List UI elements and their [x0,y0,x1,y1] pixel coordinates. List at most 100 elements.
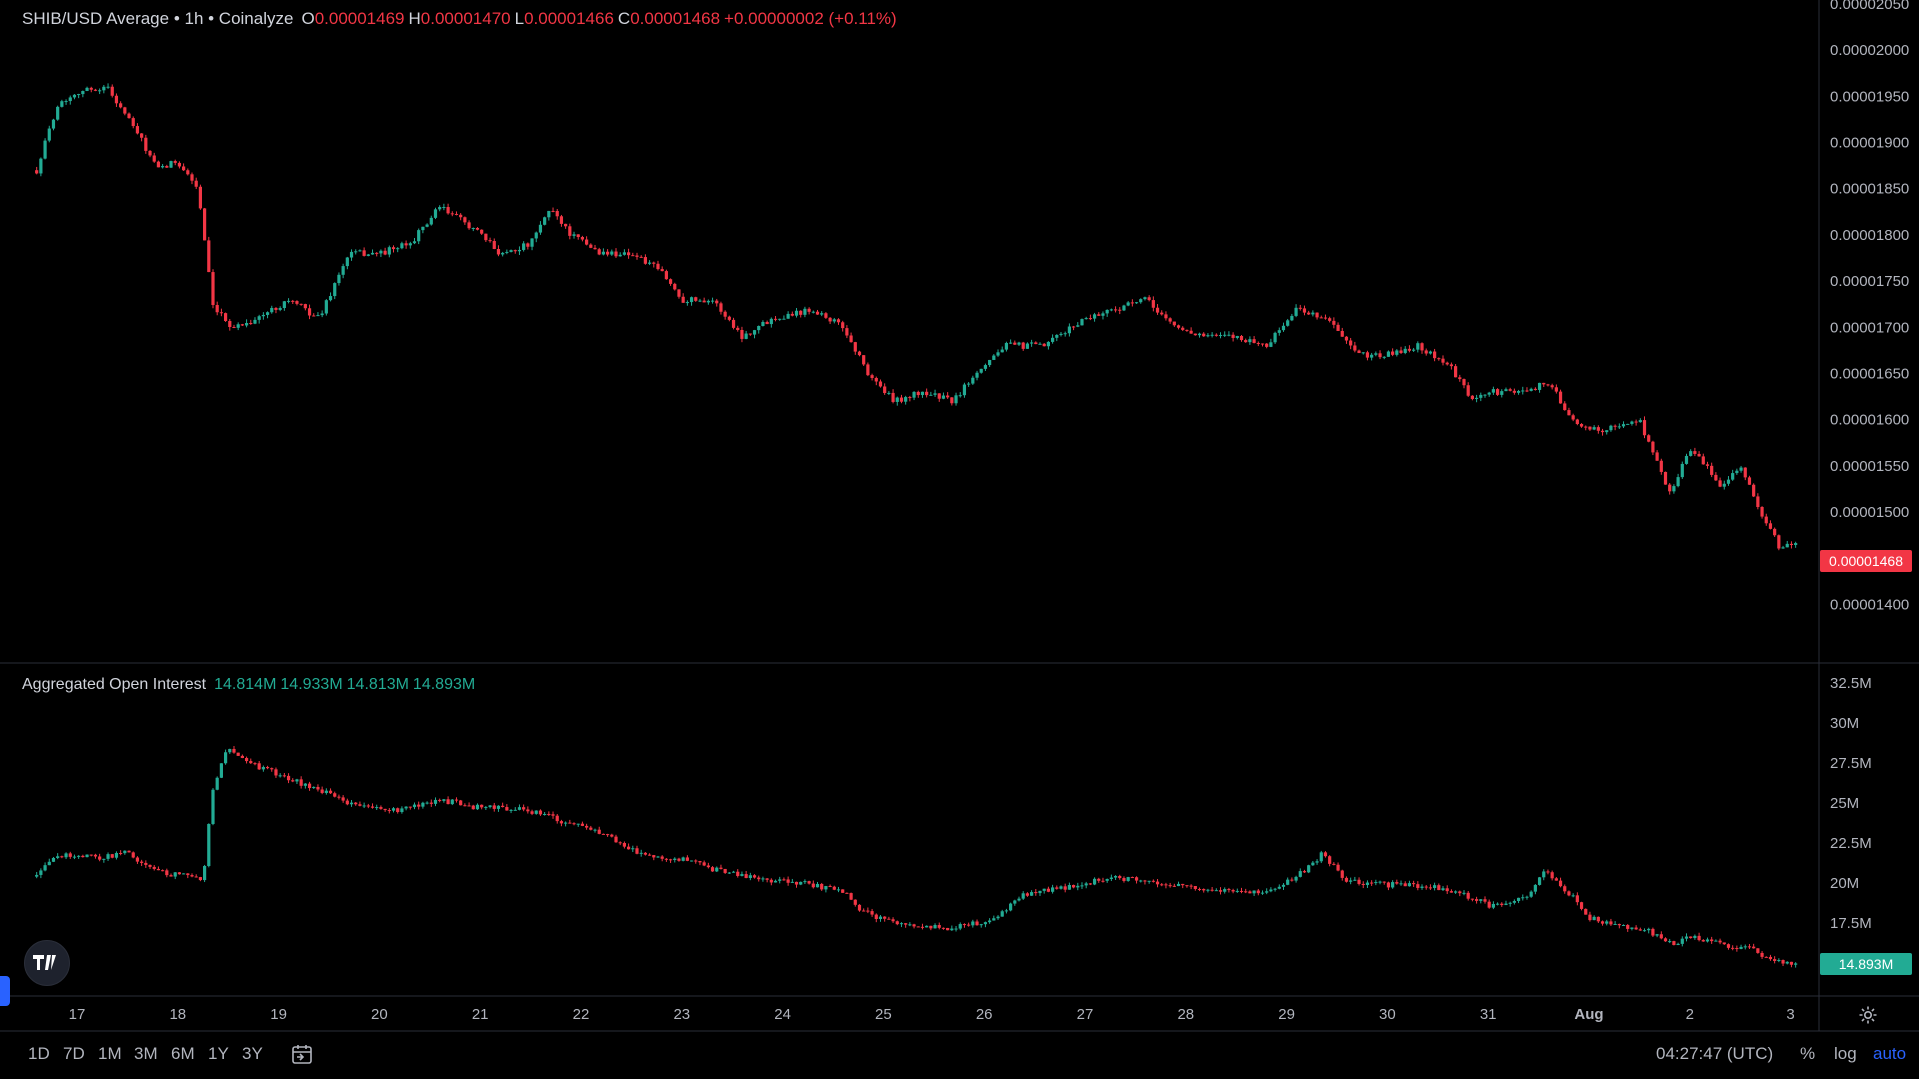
body [316,786,320,790]
body [652,262,656,264]
oi-candle [152,865,156,871]
price-candle [1647,434,1651,443]
price-candle [656,260,660,271]
range-1y[interactable]: 1Y [208,1044,229,1063]
price-candle [1504,387,1508,392]
body [454,213,459,215]
price-candle [929,391,933,396]
price-candle [1193,333,1197,336]
oi-candle [572,822,576,826]
body [1680,463,1684,478]
price-candle [1361,352,1365,355]
oi-candle [123,850,127,855]
body [1693,451,1697,454]
body [1319,317,1323,319]
sidebar-toggle[interactable] [0,976,10,1006]
oi-candle [794,881,799,888]
body [1160,884,1164,886]
body [1504,903,1508,906]
percent-toggle[interactable]: % [1800,1044,1816,1063]
body [1332,863,1336,865]
price-candle [1248,336,1252,345]
body [618,842,622,844]
body [857,351,862,356]
log-toggle[interactable]: log [1834,1044,1857,1063]
oi-candle [450,799,454,806]
body [475,227,480,230]
body [635,848,639,854]
body [1122,878,1126,881]
price-candle [1416,341,1420,353]
body [1705,939,1710,942]
price-candle [1088,314,1092,321]
body [1651,928,1655,936]
body [1344,877,1349,882]
body [1172,885,1176,887]
oi-candle [64,852,68,860]
range-7d[interactable]: 7D [63,1044,85,1063]
body [866,910,870,912]
body [1760,506,1764,517]
price-tick-label: 0.00001700 [1830,319,1909,336]
gear-icon[interactable] [1858,1005,1878,1025]
close-value: 0.00001468 [630,9,721,28]
body [190,174,194,181]
auto-toggle[interactable]: auto [1873,1044,1907,1063]
calendar-icon[interactable] [290,1042,314,1066]
body [1050,337,1055,342]
low-label: L [514,9,525,28]
price-candle [93,88,98,92]
body [1332,320,1336,325]
utc-clock[interactable]: 04:27:47 (UTC) [1656,1044,1774,1063]
oi-candle [841,889,845,893]
price-candle [379,249,383,258]
body [1617,426,1621,428]
body [862,910,866,912]
price-tick-label: 0.00001650 [1830,365,1909,382]
price-candle [702,297,706,303]
price-candle [1336,322,1340,331]
body [1592,916,1596,921]
body [1454,366,1458,378]
oi-candle [1773,956,1777,964]
oi-candle [1185,885,1189,888]
body [1046,888,1050,892]
price-candle [270,305,274,314]
range-1d[interactable]: 1D [28,1044,50,1063]
oi-candle [1554,876,1558,881]
price-candle [438,205,442,212]
price-candle [1260,343,1265,347]
oi-candle [93,853,98,859]
oi-candle [1563,884,1567,894]
symbol-title[interactable]: SHIB/USD Average • 1h • Coinalyze [22,9,294,28]
price-candle [946,392,950,399]
body [1269,889,1273,892]
body [1336,324,1340,331]
price-candle [710,297,715,304]
tradingview-logo[interactable] [24,940,70,986]
body [870,911,874,915]
body [1659,934,1663,939]
range-1m[interactable]: 1M [98,1044,122,1063]
range-3y[interactable]: 3Y [242,1044,263,1063]
price-candle [1382,356,1386,360]
body [736,871,740,876]
range-6m[interactable]: 6M [171,1044,195,1063]
body [1214,334,1218,336]
price-candle [908,395,912,402]
body [1092,878,1097,885]
price-candle [958,392,962,398]
price-candle [685,300,689,306]
chart-canvas[interactable]: 0.000020500.000020000.000019500.00001900… [0,0,1919,1032]
range-3m[interactable]: 3M [134,1044,158,1063]
body [929,394,933,396]
body [1193,333,1197,336]
body [223,313,228,322]
body [1491,389,1495,393]
price-candle [706,299,710,305]
body [1684,455,1689,464]
oi-title[interactable]: Aggregated Open Interest [22,676,207,693]
oi-candle [1420,884,1424,890]
oi-candle [1437,883,1441,891]
body [1756,496,1760,507]
